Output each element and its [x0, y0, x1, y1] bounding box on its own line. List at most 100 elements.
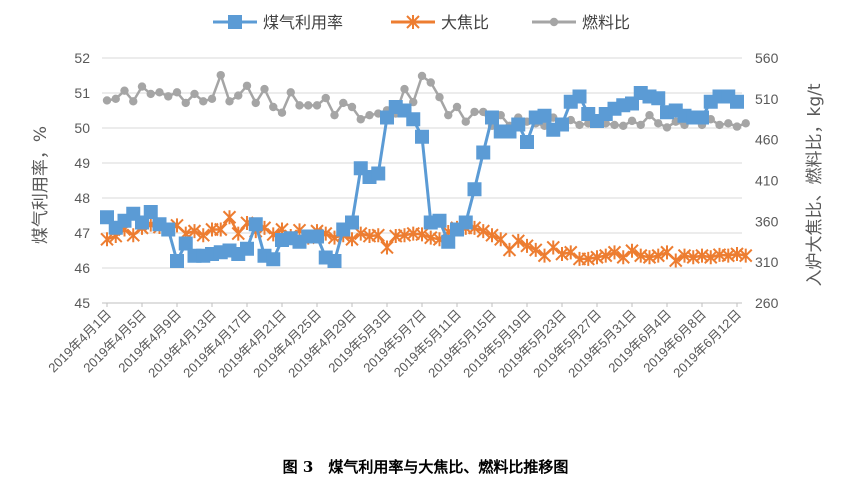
data-point — [380, 240, 394, 255]
data-point — [231, 226, 245, 241]
left-tick-label: 49 — [74, 155, 90, 171]
legend-item: 煤气利用率 — [213, 13, 343, 32]
data-point — [400, 84, 409, 94]
left-tick-label: 47 — [74, 225, 90, 241]
data-point — [555, 117, 569, 132]
data-point — [347, 102, 357, 112]
data-point — [143, 205, 158, 219]
right-tick-label: 410 — [755, 173, 779, 189]
data-point — [312, 101, 322, 110]
legend-marker — [549, 17, 559, 27]
data-point — [426, 78, 435, 87]
data-point — [172, 88, 182, 97]
data-point — [415, 227, 429, 242]
data-point — [181, 98, 190, 108]
data-point — [520, 238, 534, 253]
legend-item: 大焦比 — [391, 13, 489, 32]
data-point — [330, 110, 339, 120]
left-tick-label: 48 — [74, 190, 90, 206]
data-point — [146, 89, 155, 99]
data-point — [619, 121, 628, 130]
right-tick-label: 560 — [755, 50, 779, 66]
right-tick-label: 510 — [755, 91, 779, 107]
data-point — [546, 240, 560, 255]
data-point — [645, 110, 654, 120]
left-axis-label: 煤气利用率，% — [31, 126, 51, 244]
left-tick-label: 51 — [74, 85, 90, 101]
data-point — [260, 84, 269, 94]
data-point — [625, 243, 639, 258]
data-point — [470, 107, 479, 117]
data-point — [415, 129, 429, 144]
data-point — [216, 70, 225, 80]
data-point — [669, 253, 683, 268]
data-point — [511, 117, 526, 132]
data-point — [564, 245, 578, 260]
right-tick-label: 260 — [755, 295, 779, 311]
data-point — [636, 120, 645, 130]
data-point — [164, 92, 173, 101]
data-point — [461, 117, 470, 126]
data-point — [277, 108, 287, 117]
data-point — [295, 101, 304, 110]
data-point — [467, 182, 482, 197]
data-point — [575, 120, 584, 130]
data-point — [102, 96, 112, 105]
legend-marker — [228, 15, 242, 29]
data-point — [511, 233, 525, 248]
right-axis-ticks: 260 310 360 410 460 510 560 — [755, 50, 779, 311]
data-point — [476, 145, 491, 160]
data-point — [356, 115, 365, 124]
data-point — [222, 210, 237, 225]
data-point — [654, 119, 663, 128]
data-point — [100, 232, 114, 247]
right-tick-label: 460 — [755, 132, 779, 148]
data-point — [572, 89, 587, 104]
legend-marker — [406, 15, 420, 29]
data-point — [458, 215, 473, 230]
right-tick-label: 360 — [755, 213, 779, 229]
data-point — [616, 250, 630, 265]
data-point — [476, 224, 490, 239]
data-point — [599, 248, 613, 263]
data-point — [234, 91, 243, 100]
data-point — [327, 254, 342, 268]
data-point — [406, 112, 421, 127]
data-point — [178, 236, 193, 251]
data-point — [739, 248, 753, 263]
data-point — [732, 122, 742, 131]
data-point — [417, 71, 427, 81]
data-point — [452, 102, 462, 112]
data-point — [207, 94, 217, 104]
data-point — [529, 242, 543, 257]
legend-item: 燃料比 — [532, 13, 630, 32]
data-point — [354, 226, 368, 241]
figure-caption: 图 3 煤气利用率与大焦比、燃料比推移图 — [282, 458, 569, 476]
data-point — [120, 86, 129, 95]
data-point — [266, 252, 281, 267]
legend: 煤气利用率 大焦比 燃料比 — [213, 13, 630, 32]
data-point — [371, 166, 386, 181]
data-point — [610, 120, 619, 130]
data-point — [269, 102, 278, 112]
data-point — [187, 224, 202, 239]
data-point — [214, 222, 228, 237]
data-point — [607, 245, 622, 260]
data-point — [242, 81, 252, 90]
data-point — [155, 88, 164, 97]
data-point — [339, 98, 348, 108]
data-point — [129, 97, 138, 106]
data-point — [371, 228, 385, 243]
data-point — [704, 250, 718, 265]
legend-label: 大焦比 — [441, 13, 489, 32]
data-point — [651, 248, 665, 263]
right-tick-label: 310 — [755, 254, 779, 270]
data-point — [190, 89, 199, 99]
data-point — [724, 119, 733, 128]
data-point — [435, 93, 444, 102]
data-point — [161, 222, 176, 237]
data-point — [251, 98, 260, 108]
data-point — [111, 94, 120, 104]
series-0 — [100, 86, 744, 268]
